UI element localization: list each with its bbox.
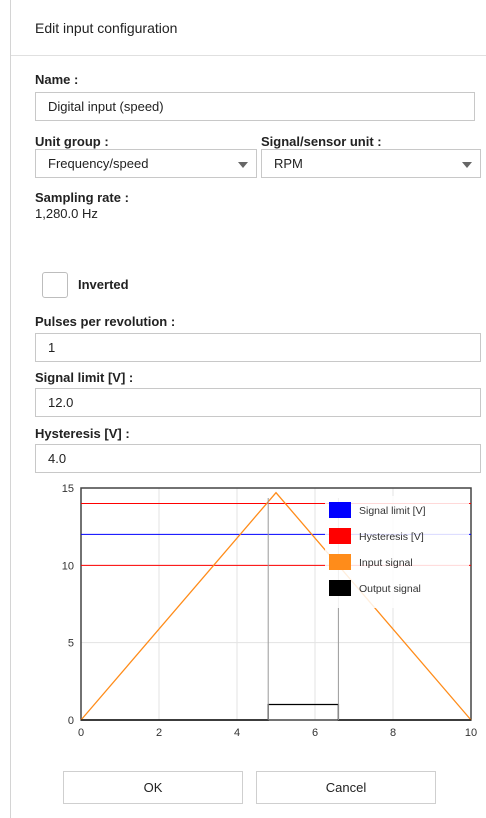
signal-unit-select[interactable]: RPM: [261, 149, 481, 178]
legend-swatch: [329, 554, 351, 570]
pulses-label: Pulses per revolution :: [35, 314, 176, 329]
name-label: Name :: [35, 72, 79, 87]
y-tick-label: 5: [68, 638, 74, 650]
unit-group-value: Frequency/speed: [48, 156, 149, 171]
name-input[interactable]: Digital input (speed): [35, 92, 475, 121]
x-tick-label: 6: [312, 727, 318, 739]
dialog-header: Edit input configuration: [11, 0, 486, 56]
signal-unit-value: RPM: [274, 156, 303, 171]
inverted-checkbox[interactable]: [42, 272, 68, 298]
x-tick-label: 2: [156, 727, 162, 739]
legend-label: Hysteresis [V]: [359, 531, 424, 543]
x-tick-label: 8: [390, 727, 396, 739]
legend-label: Input signal: [359, 557, 413, 569]
y-tick-label: 10: [62, 560, 74, 572]
series-input-signal: [80, 491, 472, 721]
signal-limit-input[interactable]: 12.0: [35, 388, 481, 417]
signal-chart: 0 2 4 6 8 10 0 5 10 15 Signal limit [V] Hysteresis …: [62, 483, 477, 739]
ok-button[interactable]: OK: [63, 771, 243, 804]
cancel-button[interactable]: Cancel: [256, 771, 436, 804]
inverted-label: Inverted: [78, 277, 129, 292]
chevron-down-icon: [462, 162, 472, 168]
edit-input-dialog: Edit input configuration Name : Digital …: [10, 0, 486, 818]
legend-swatch: [329, 502, 351, 518]
x-tick-label: 10: [465, 727, 477, 739]
hysteresis-label: Hysteresis [V] :: [35, 426, 130, 441]
y-tick-label: 15: [62, 483, 74, 495]
x-tick-label: 0: [78, 727, 84, 739]
legend-label: Signal limit [V]: [359, 505, 426, 517]
hysteresis-input[interactable]: 4.0: [35, 444, 481, 473]
signal-limit-label: Signal limit [V] :: [35, 370, 134, 385]
y-tick-label: 0: [68, 715, 74, 727]
unit-group-label: Unit group :: [35, 134, 109, 149]
sampling-rate-label: Sampling rate :: [35, 190, 129, 205]
chevron-down-icon: [238, 162, 248, 168]
plot-frame: [80, 487, 472, 721]
sampling-rate-value: 1,280.0 Hz: [35, 206, 98, 221]
signal-unit-label: Signal/sensor unit :: [261, 134, 382, 149]
unit-group-select[interactable]: Frequency/speed: [35, 149, 257, 178]
dialog-title: Edit input configuration: [35, 20, 178, 36]
pulses-input[interactable]: 1: [35, 333, 481, 362]
x-tick-label: 4: [234, 727, 240, 739]
legend-swatch: [329, 580, 351, 596]
legend-label: Output signal: [359, 583, 421, 595]
series-output-signal: [81, 703, 471, 721]
legend-swatch: [329, 528, 351, 544]
